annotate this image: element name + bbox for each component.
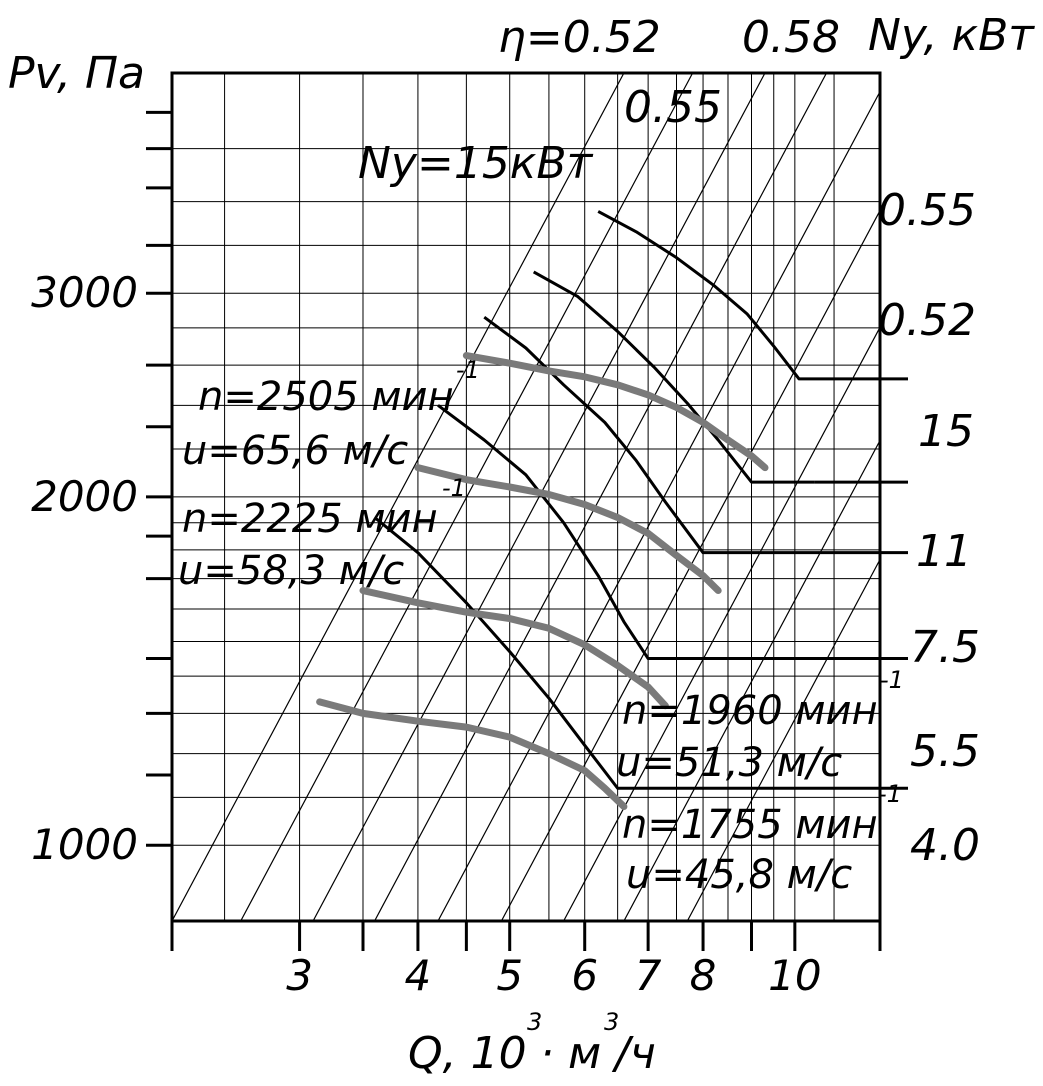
x-axis-title-main: Q, 10 <box>408 1028 527 1079</box>
rpm-label-2505: n=2505 мин <box>198 374 454 420</box>
tip-speed-label-458: u=45,8 м/с <box>626 852 852 898</box>
rpm-label-1960: n=1960 мин <box>622 688 878 734</box>
y-tick-label: 3000 <box>31 268 138 317</box>
rpm-exp-1755: -1 <box>878 780 902 808</box>
rpm-exp-2225: -1 <box>442 474 466 502</box>
speed-curves <box>316 352 769 811</box>
efficiency-lines <box>172 73 880 921</box>
y-axis-ticks: 1000 2000 3000 <box>31 110 172 869</box>
efficiency-line <box>312 73 766 921</box>
power-curve-label: Ny=15кВт <box>358 138 594 189</box>
speed-curve-1 <box>414 464 722 595</box>
x-axis-title-exp: 3 <box>527 1008 542 1036</box>
speed-curve-0 <box>462 352 769 472</box>
x-axis-ticks: 3 4 5 6 7 8 10 <box>170 921 882 1000</box>
efficiency-line <box>240 73 694 921</box>
y-axis-title: Pv, Па <box>8 48 145 99</box>
x-tick-label: 4 <box>405 951 432 1000</box>
x-tick-label: 7 <box>635 951 662 1000</box>
x-axis-title-unit-tail: /ч <box>611 1028 656 1079</box>
rpm-label-1755: n=1755 мин <box>622 802 878 848</box>
efficiency-line <box>437 90 880 921</box>
power-curve-11 <box>532 270 815 484</box>
efficiency-line <box>563 326 880 921</box>
efficiency-line <box>172 73 625 921</box>
efficiency-line <box>623 439 880 921</box>
efficiency-label-055-right: 0.55 <box>878 185 976 236</box>
efficiency-line <box>374 73 828 921</box>
efficiency-label-052-right: 0.52 <box>878 295 976 346</box>
x-axis-title-unit-exp: 3 <box>604 1008 619 1036</box>
efficiency-line <box>500 209 880 921</box>
y-tick-label: 1000 <box>31 820 138 869</box>
power-curve-7-5 <box>483 316 795 555</box>
efficiency-label-058: 0.58 <box>742 12 840 63</box>
power-label-7-5: 7.5 <box>910 622 980 673</box>
x-tick-label: 5 <box>496 951 523 1000</box>
efficiency-label-055-top: 0.55 <box>624 82 722 133</box>
efficiency-line <box>686 558 880 921</box>
x-axis-title-unit: · м <box>540 1028 601 1079</box>
x-tick-label: 3 <box>286 951 313 1000</box>
tip-speed-label-583: u=58,3 м/с <box>178 548 404 594</box>
tip-speed-label-656: u=65,6 м/с <box>182 428 408 474</box>
x-axis-title: Q, 10 3 · м 3 /ч <box>408 1008 656 1079</box>
power-label-5-5: 5.5 <box>910 726 980 777</box>
power-limit-curves <box>373 210 908 790</box>
speed-curve-3 <box>316 698 628 811</box>
y-tick-label: 2000 <box>31 472 138 521</box>
power-label-11: 11 <box>916 526 972 577</box>
rpm-exp-2505: -1 <box>456 356 480 384</box>
power-label-15: 15 <box>918 406 974 457</box>
power-label-4-0: 4.0 <box>910 820 980 871</box>
speed-curve-2 <box>359 587 669 710</box>
x-tick-label: 6 <box>571 951 598 1000</box>
x-tick-label: 8 <box>690 951 717 1000</box>
rpm-label-2225: n=2225 мин <box>182 496 438 542</box>
power-curve-4-0 <box>373 516 649 790</box>
power-axis-title: Ny, кВт <box>868 10 1035 61</box>
power-curve-5-5 <box>437 404 704 661</box>
rpm-exp-1960: -1 <box>880 666 904 694</box>
power-curve-15 <box>597 210 853 381</box>
x-tick-label: 10 <box>768 951 821 1000</box>
efficiency-label-052: η=0.52 <box>498 12 661 63</box>
tip-speed-label-513: u=51,3 м/с <box>616 740 842 786</box>
